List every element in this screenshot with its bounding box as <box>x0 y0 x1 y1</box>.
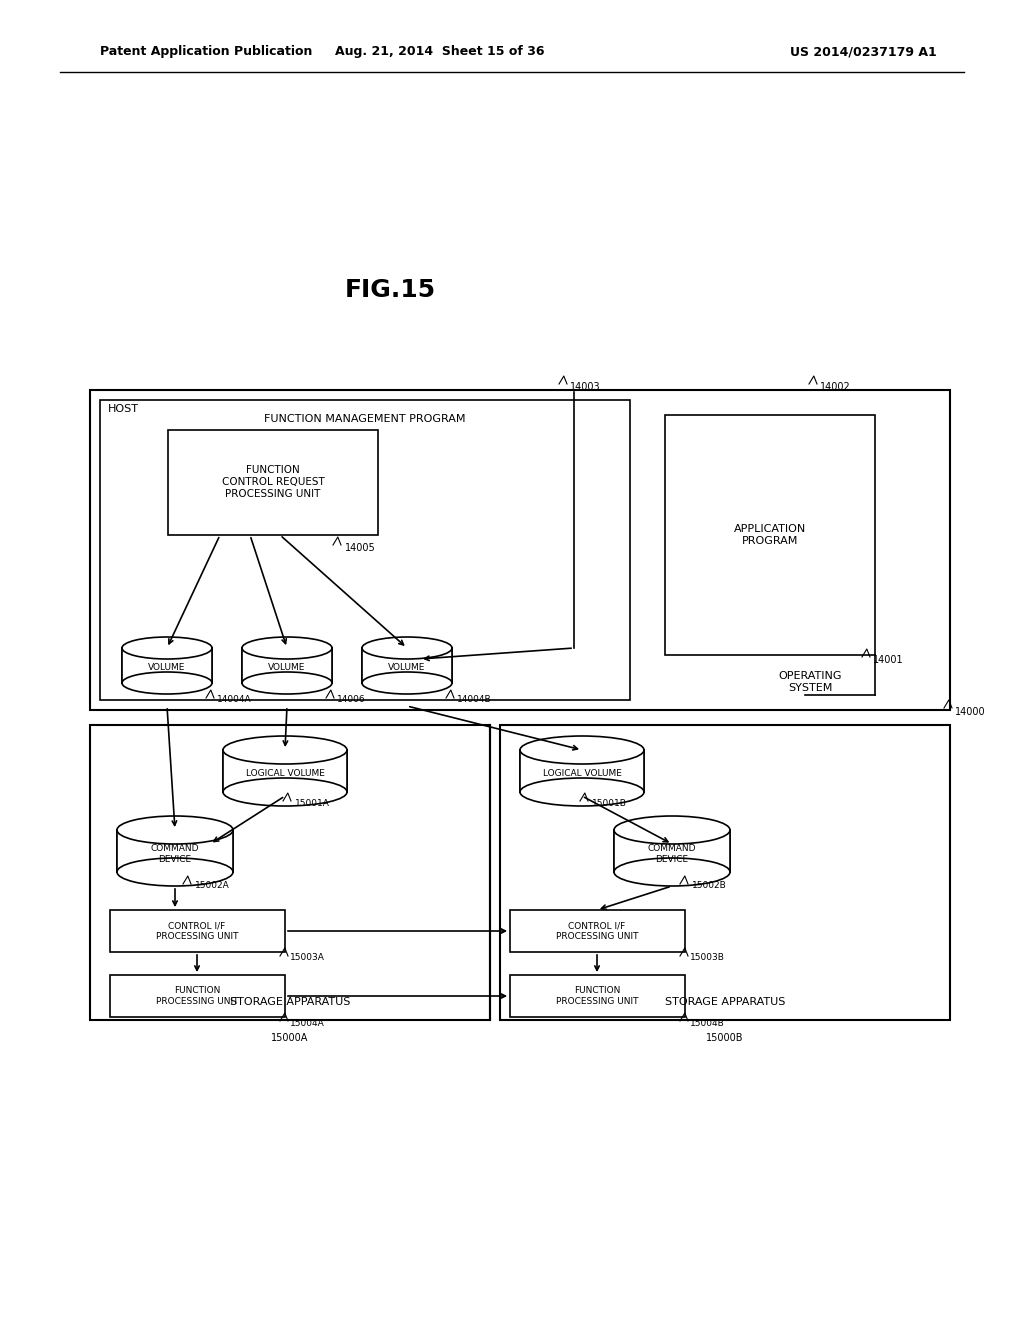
Bar <box>362 648 452 682</box>
Text: 14006: 14006 <box>337 696 366 705</box>
Text: CONTROL I/F
PROCESSING UNIT: CONTROL I/F PROCESSING UNIT <box>156 921 239 941</box>
Ellipse shape <box>242 638 332 659</box>
Text: 14001: 14001 <box>873 655 903 665</box>
Text: 14000: 14000 <box>955 708 986 717</box>
Bar <box>510 975 685 1016</box>
Ellipse shape <box>614 858 730 886</box>
Ellipse shape <box>117 858 233 886</box>
Ellipse shape <box>614 816 730 843</box>
Ellipse shape <box>117 816 233 843</box>
Text: 14003: 14003 <box>570 381 601 392</box>
Text: 14004B: 14004B <box>457 696 492 705</box>
Bar <box>665 414 874 655</box>
Text: STORAGE APPARATUS: STORAGE APPARATUS <box>229 997 350 1007</box>
Text: 15000B: 15000B <box>707 1034 743 1043</box>
Text: 14002: 14002 <box>820 381 851 392</box>
Bar <box>90 389 950 710</box>
Text: 15000A: 15000A <box>271 1034 308 1043</box>
Bar <box>122 648 212 682</box>
Text: COMMAND
DEVICE: COMMAND DEVICE <box>648 845 696 863</box>
Text: 15004B: 15004B <box>690 1019 725 1027</box>
Text: FUNCTION
PROCESSING UNIT: FUNCTION PROCESSING UNIT <box>556 986 638 1006</box>
Bar <box>500 725 950 1020</box>
Text: 15001A: 15001A <box>295 799 330 808</box>
Ellipse shape <box>223 737 347 764</box>
Bar <box>510 909 685 952</box>
Text: 14004A: 14004A <box>217 696 252 705</box>
Text: STORAGE APPARATUS: STORAGE APPARATUS <box>665 997 785 1007</box>
Bar <box>110 909 285 952</box>
Ellipse shape <box>242 672 332 694</box>
Text: CONTROL I/F
PROCESSING UNIT: CONTROL I/F PROCESSING UNIT <box>556 921 638 941</box>
Ellipse shape <box>520 737 644 764</box>
Text: HOST: HOST <box>108 404 139 414</box>
Ellipse shape <box>362 672 452 694</box>
Text: VOLUME: VOLUME <box>268 663 306 672</box>
Text: FUNCTION
CONTROL REQUEST
PROCESSING UNIT: FUNCTION CONTROL REQUEST PROCESSING UNIT <box>221 466 325 499</box>
Text: 15002A: 15002A <box>195 882 229 891</box>
Text: 15002B: 15002B <box>692 882 727 891</box>
Ellipse shape <box>520 777 644 807</box>
Ellipse shape <box>223 777 347 807</box>
Bar <box>90 725 490 1020</box>
Bar <box>614 830 730 873</box>
Ellipse shape <box>122 638 212 659</box>
Bar <box>168 430 378 535</box>
Bar <box>117 830 233 873</box>
Text: Aug. 21, 2014  Sheet 15 of 36: Aug. 21, 2014 Sheet 15 of 36 <box>335 45 545 58</box>
Text: FIG.15: FIG.15 <box>344 279 435 302</box>
Text: LOGICAL VOLUME: LOGICAL VOLUME <box>543 768 622 777</box>
Text: 15004A: 15004A <box>290 1019 325 1027</box>
Text: Patent Application Publication: Patent Application Publication <box>100 45 312 58</box>
Text: FUNCTION MANAGEMENT PROGRAM: FUNCTION MANAGEMENT PROGRAM <box>264 414 466 424</box>
Text: 15001B: 15001B <box>592 799 627 808</box>
Text: APPLICATION
PROGRAM: APPLICATION PROGRAM <box>734 524 806 545</box>
Text: OPERATING
SYSTEM: OPERATING SYSTEM <box>778 671 842 693</box>
Bar <box>223 750 347 792</box>
Text: 15003B: 15003B <box>690 953 725 962</box>
Text: 14005: 14005 <box>345 543 376 553</box>
Bar <box>520 750 644 792</box>
Text: 15003A: 15003A <box>290 953 325 962</box>
Bar <box>100 400 630 700</box>
Text: US 2014/0237179 A1: US 2014/0237179 A1 <box>790 45 937 58</box>
Ellipse shape <box>362 638 452 659</box>
Text: LOGICAL VOLUME: LOGICAL VOLUME <box>246 768 325 777</box>
Text: VOLUME: VOLUME <box>388 663 426 672</box>
Text: FUNCTION
PROCESSING UNIT: FUNCTION PROCESSING UNIT <box>156 986 239 1006</box>
Text: COMMAND
DEVICE: COMMAND DEVICE <box>151 845 200 863</box>
Ellipse shape <box>122 672 212 694</box>
Bar <box>110 975 285 1016</box>
Bar <box>242 648 332 682</box>
Text: VOLUME: VOLUME <box>148 663 185 672</box>
